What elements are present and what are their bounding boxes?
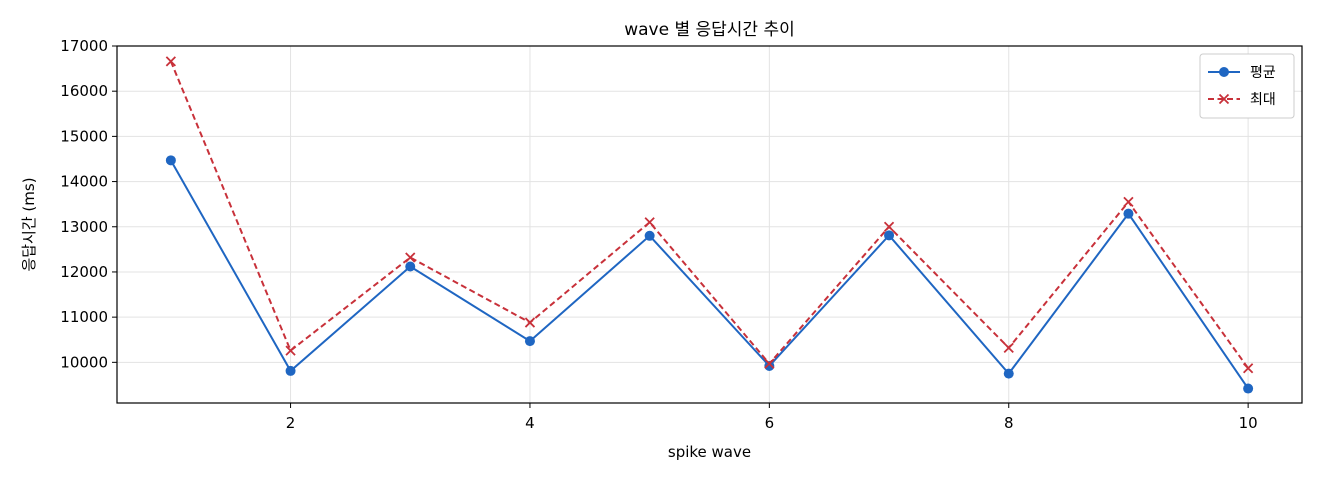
x-tick-label: 10 bbox=[1239, 414, 1258, 432]
y-tick-label: 14000 bbox=[60, 173, 108, 191]
legend-marker-2 bbox=[1218, 93, 1230, 105]
x-axis-label: spike wave bbox=[668, 443, 751, 461]
legend-label-2: 최대 bbox=[1250, 92, 1276, 108]
x-tick-label: 2 bbox=[286, 414, 296, 432]
series-line-1 bbox=[169, 159, 1249, 390]
legend-label-1: 평균 bbox=[1250, 65, 1276, 81]
ticks-layer: 2 4 6 8 10 10000 11000 12000 13000 14000 15000 1600… bbox=[60, 37, 1257, 432]
data-point-2 bbox=[285, 345, 296, 356]
data-point-1 bbox=[285, 365, 296, 376]
data-point-1 bbox=[644, 230, 655, 241]
x-tick-label: 8 bbox=[1004, 414, 1014, 432]
data-point-1 bbox=[884, 230, 895, 241]
grid-layer bbox=[117, 45, 1302, 403]
legend-marker-1 bbox=[1219, 67, 1229, 77]
series-layer bbox=[165, 56, 1254, 394]
y-axis-label: 응답시간 (ms) bbox=[20, 177, 38, 271]
data-point-1 bbox=[165, 155, 176, 166]
data-point-2 bbox=[405, 252, 416, 263]
data-point-2 bbox=[165, 56, 177, 67]
legend-box bbox=[1199, 53, 1295, 119]
data-point-2 bbox=[883, 221, 895, 232]
data-point-2 bbox=[524, 317, 536, 328]
data-point-1 bbox=[524, 336, 535, 347]
data-point-2 bbox=[644, 217, 655, 228]
y-tick-label: 11000 bbox=[60, 308, 108, 326]
plot-frame bbox=[116, 45, 1303, 404]
chart-title: wave 별 응답시간 추이 bbox=[624, 20, 795, 40]
y-tick-label: 15000 bbox=[60, 127, 108, 145]
y-tick-label: 10000 bbox=[60, 353, 108, 371]
x-tick-label: 4 bbox=[525, 414, 535, 432]
y-tick-label: 17000 bbox=[60, 37, 108, 55]
y-tick-label: 16000 bbox=[60, 82, 108, 100]
series-line-2 bbox=[169, 60, 1249, 369]
data-point-1 bbox=[1123, 208, 1134, 219]
y-tick-label: 12000 bbox=[60, 263, 108, 281]
data-point-1 bbox=[1003, 368, 1014, 379]
data-point-2 bbox=[1123, 196, 1134, 208]
data-point-2 bbox=[1003, 342, 1014, 354]
data-point-1 bbox=[764, 360, 775, 371]
data-point-2 bbox=[1243, 363, 1254, 374]
y-tick-label: 13000 bbox=[60, 218, 108, 236]
data-point-1 bbox=[405, 261, 416, 272]
data-point-1 bbox=[1243, 383, 1254, 394]
x-tick-label: 6 bbox=[765, 414, 775, 432]
data-point-2 bbox=[764, 358, 775, 369]
